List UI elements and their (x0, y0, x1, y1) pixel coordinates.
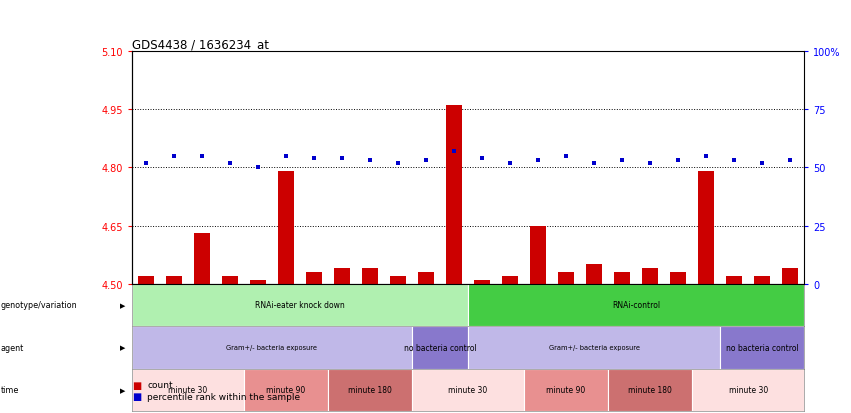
Text: minute 180: minute 180 (348, 385, 392, 394)
Bar (419, 273, 434, 284)
Text: genotype/variation: genotype/variation (1, 301, 77, 310)
Text: time: time (1, 385, 20, 394)
Bar (502, 276, 517, 284)
Text: minute 90: minute 90 (546, 385, 585, 394)
Bar (363, 268, 378, 284)
Text: ▶: ▶ (120, 344, 125, 351)
Bar (446, 106, 462, 284)
Bar (250, 280, 266, 284)
Text: minute 30: minute 30 (168, 385, 208, 394)
Text: count: count (147, 380, 173, 389)
Bar (468, 284, 804, 326)
Text: agent: agent (1, 343, 24, 352)
Text: ■: ■ (132, 392, 141, 401)
Bar (132, 326, 412, 369)
Bar (412, 369, 524, 411)
Bar (244, 369, 328, 411)
Bar (782, 268, 798, 284)
Bar (474, 280, 490, 284)
Text: percentile rank within the sample: percentile rank within the sample (147, 392, 300, 401)
Bar (699, 172, 714, 284)
Bar (334, 268, 350, 284)
Bar (524, 369, 608, 411)
Text: ■: ■ (132, 380, 141, 390)
Bar (643, 268, 658, 284)
Bar (530, 226, 545, 284)
Bar (692, 369, 804, 411)
Text: GDS4438 / 1636234_at: GDS4438 / 1636234_at (132, 38, 269, 50)
Text: minute 30: minute 30 (448, 385, 488, 394)
Text: minute 30: minute 30 (728, 385, 768, 394)
Bar (222, 276, 237, 284)
Text: no bacteria control: no bacteria control (726, 343, 798, 352)
Bar (138, 276, 154, 284)
Bar (306, 273, 322, 284)
Bar (586, 265, 602, 284)
Bar (194, 234, 209, 284)
Text: RNAi-control: RNAi-control (612, 301, 660, 310)
Text: ▶: ▶ (120, 387, 125, 393)
Bar (614, 273, 630, 284)
Text: RNAi-eater knock down: RNAi-eater knock down (255, 301, 345, 310)
Bar (132, 284, 468, 326)
Text: Gram+/- bacteria exposure: Gram+/- bacteria exposure (549, 344, 640, 351)
Text: Gram+/- bacteria exposure: Gram+/- bacteria exposure (226, 344, 317, 351)
Bar (412, 326, 468, 369)
Text: ▶: ▶ (120, 302, 125, 308)
Bar (558, 273, 574, 284)
Bar (755, 276, 770, 284)
Text: minute 180: minute 180 (628, 385, 672, 394)
Bar (391, 276, 406, 284)
Bar (132, 369, 244, 411)
Text: no bacteria control: no bacteria control (403, 343, 477, 352)
Bar (608, 369, 692, 411)
Bar (671, 273, 686, 284)
Bar (166, 276, 181, 284)
Bar (720, 326, 804, 369)
Bar (278, 172, 294, 284)
Text: minute 90: minute 90 (266, 385, 306, 394)
Bar (727, 276, 742, 284)
Bar (328, 369, 412, 411)
Bar (468, 326, 720, 369)
